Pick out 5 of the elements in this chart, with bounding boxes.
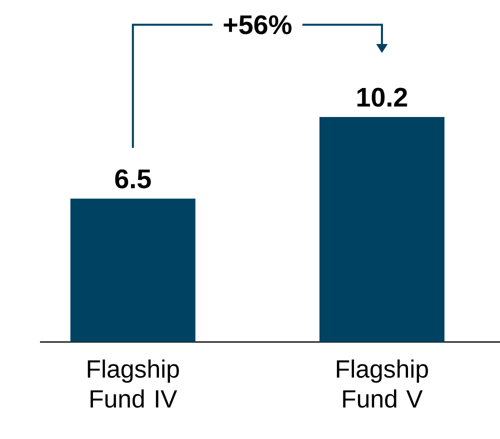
- x-tick-label: Flagship Fund IV: [88, 360, 179, 408]
- data-label: 10.2: [357, 88, 408, 107]
- data-label: 6.5: [115, 169, 151, 188]
- x-tick-label: Flagship Fund V: [336, 360, 428, 408]
- text: +56%: [224, 15, 292, 34]
